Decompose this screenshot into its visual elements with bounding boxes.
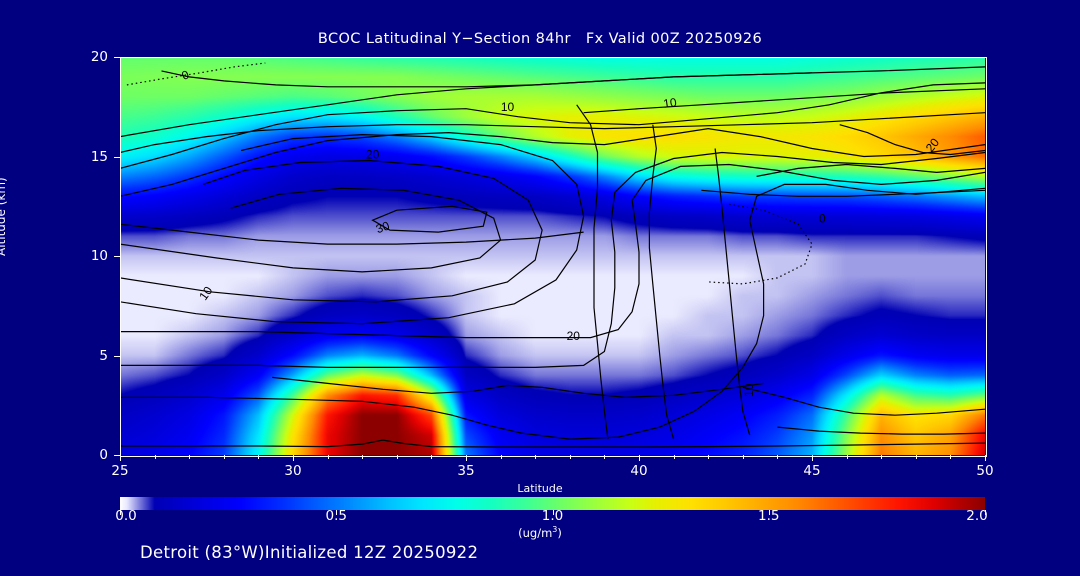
contour-label: 20 [923, 135, 942, 154]
contour-line [120, 439, 985, 448]
contour-line-negative [126, 62, 266, 86]
y-tick-label: 15 [90, 148, 108, 165]
x-minor-tick [154, 455, 156, 459]
cross-section-plot: 0 0 10 10 20 20 30 30 10 10 20 20 10 10 0 0 10 10 20 20 [120, 57, 985, 455]
colorbar-tick-label: 2.0 [966, 508, 988, 524]
contour-line [583, 88, 985, 114]
y-tick-label: 5 [99, 347, 108, 364]
x-minor-tick [189, 455, 191, 459]
x-minor-tick [777, 455, 779, 459]
contour-label: 10 [662, 95, 677, 111]
contour-line [839, 124, 985, 156]
y-tick-label: 0 [99, 447, 108, 463]
colorbar-tick-label: 0.5 [325, 508, 347, 524]
colorbar-tick-mark [768, 510, 770, 515]
contour-label: 0 [180, 67, 192, 83]
contour-line [120, 127, 985, 197]
contour-line [742, 386, 985, 416]
colorbar-units-label: (ug/m3) [518, 525, 562, 540]
contour-line [120, 133, 585, 325]
y-axis-label: Altitude (km) [0, 177, 8, 256]
contour-line [576, 104, 609, 440]
contour-line [120, 187, 502, 273]
x-tick-mark [812, 455, 813, 461]
x-tick-mark [985, 455, 986, 461]
x-axis-label: Latitude [517, 482, 563, 495]
contour-line [120, 151, 985, 368]
y-tick-mark [114, 256, 120, 257]
colorbar-tick-mark [552, 510, 554, 515]
contour-line [120, 159, 543, 303]
y-tick-mark [114, 455, 120, 456]
x-tick-label: 35 [457, 463, 475, 479]
contour-line [120, 163, 985, 339]
x-tick-mark [293, 455, 294, 461]
contour-label: 20 [366, 148, 380, 162]
contour-line [120, 183, 985, 440]
y-tick-mark [114, 57, 120, 58]
x-minor-tick [569, 455, 571, 459]
contour-line [756, 163, 985, 177]
x-minor-tick [362, 455, 364, 459]
x-minor-tick [881, 455, 883, 459]
contour-label: 10 [196, 284, 215, 303]
x-tick-label: 50 [976, 463, 994, 479]
x-minor-tick [915, 455, 917, 459]
x-tick-label: 30 [284, 463, 302, 479]
x-minor-tick [327, 455, 329, 459]
contour-line [648, 124, 675, 440]
colorbar-tick-mark [120, 510, 121, 515]
colorbar-tick-mark [336, 510, 338, 515]
x-minor-tick [950, 455, 952, 459]
contour-line [120, 223, 584, 245]
x-minor-tick [500, 455, 502, 459]
x-minor-tick [673, 455, 675, 459]
x-tick-label: 45 [803, 463, 821, 479]
contour-label: 20 [567, 329, 581, 343]
page-title: BCOC Latitudinal Y−Section 84hr Fx Valid… [317, 31, 763, 47]
y-tick-mark [114, 355, 120, 357]
contour-line [272, 376, 764, 398]
contour-line [371, 205, 488, 233]
contour-label: 0 [819, 211, 826, 225]
contour-label: 10 [501, 100, 515, 114]
x-minor-tick [431, 455, 433, 459]
contour-line [701, 189, 985, 197]
x-minor-tick [535, 455, 537, 459]
y-tick-label: 20 [90, 49, 108, 65]
contour-label: 10 [742, 383, 756, 397]
x-tick-label: 40 [630, 463, 648, 479]
x-minor-tick [223, 455, 225, 459]
contour-line [120, 66, 985, 138]
contour-line [161, 70, 813, 88]
contour-line-negative [708, 203, 813, 285]
x-tick-mark [639, 455, 640, 461]
colorbar-tick-label: 1.5 [758, 508, 780, 524]
x-minor-tick [742, 455, 744, 459]
contour-line [777, 426, 985, 435]
colorbar [120, 497, 985, 510]
x-minor-tick [604, 455, 606, 459]
colorbar-tick-label: 0.0 [115, 508, 137, 524]
x-tick-mark [466, 455, 467, 461]
contour-label: 30 [374, 218, 392, 236]
x-tick-mark [120, 455, 121, 461]
colorbar-gradient [120, 497, 985, 510]
x-minor-tick [846, 455, 848, 459]
colorbar-tick-label: 1.0 [541, 508, 564, 524]
x-minor-tick [708, 455, 710, 459]
x-minor-tick [396, 455, 398, 459]
colorbar-tick-mark [985, 510, 986, 515]
x-minor-tick [258, 455, 260, 459]
y-tick-label: 10 [90, 248, 108, 264]
contour-line [120, 112, 985, 154]
footer-caption: Detroit (83°W)Initialized 12Z 20250922 [140, 543, 479, 562]
x-tick-label: 25 [111, 463, 129, 479]
y-tick-mark [114, 156, 120, 158]
